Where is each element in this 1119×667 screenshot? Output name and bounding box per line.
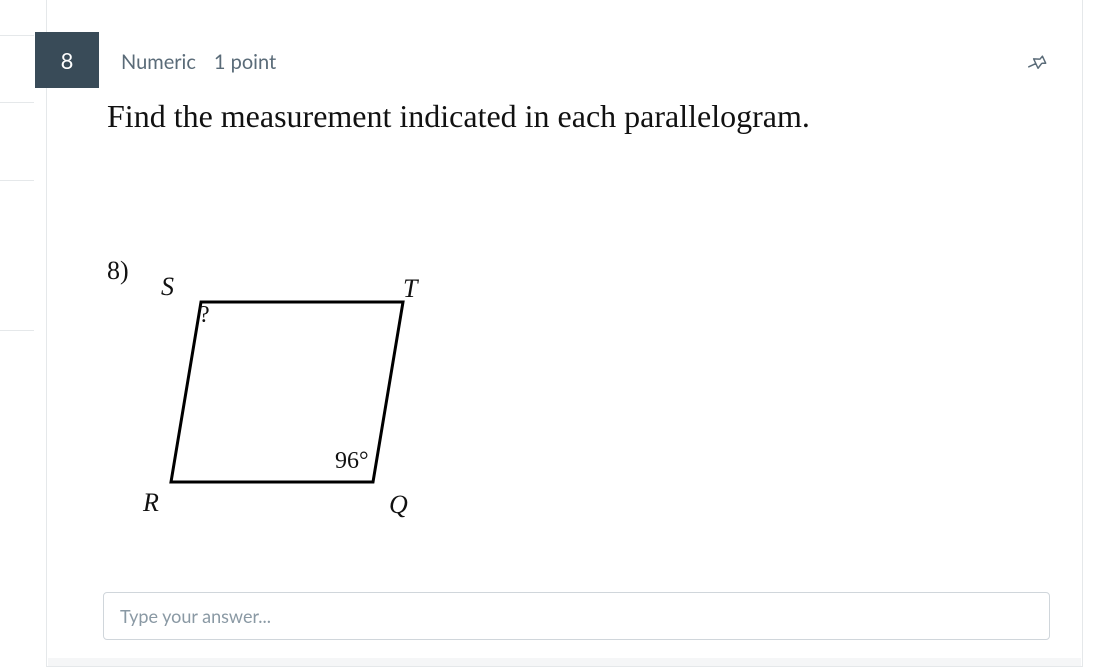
question-meta: Numeric 1 point	[121, 50, 276, 74]
card-footer-band	[48, 658, 1081, 666]
vertex-label-T: T	[403, 274, 417, 304]
sidebar-ruler	[0, 0, 34, 667]
question-header: 8 Numeric 1 point	[35, 44, 1082, 80]
answer-input-wrapper	[103, 592, 1050, 640]
unknown-angle-label: ?	[199, 302, 210, 329]
question-card: 8 Numeric 1 point Find the measurement i…	[46, 0, 1083, 667]
question-number: 8	[61, 47, 74, 74]
answer-input[interactable]	[103, 592, 1050, 640]
subproblem-label: 8)	[107, 256, 129, 286]
vertex-label-S: S	[161, 272, 174, 302]
question-points-label: 1 point	[214, 50, 276, 74]
question-prompt: Find the measurement indicated in each p…	[107, 96, 1022, 136]
question-type-label: Numeric	[121, 50, 196, 74]
given-angle-label: 96°	[335, 448, 369, 475]
figure-area: 8) S T R Q ? 96°	[107, 256, 467, 546]
question-number-badge: 8	[35, 32, 99, 88]
pin-icon[interactable]	[1026, 52, 1048, 74]
vertex-label-Q: Q	[389, 490, 408, 520]
vertex-label-R: R	[143, 488, 159, 518]
